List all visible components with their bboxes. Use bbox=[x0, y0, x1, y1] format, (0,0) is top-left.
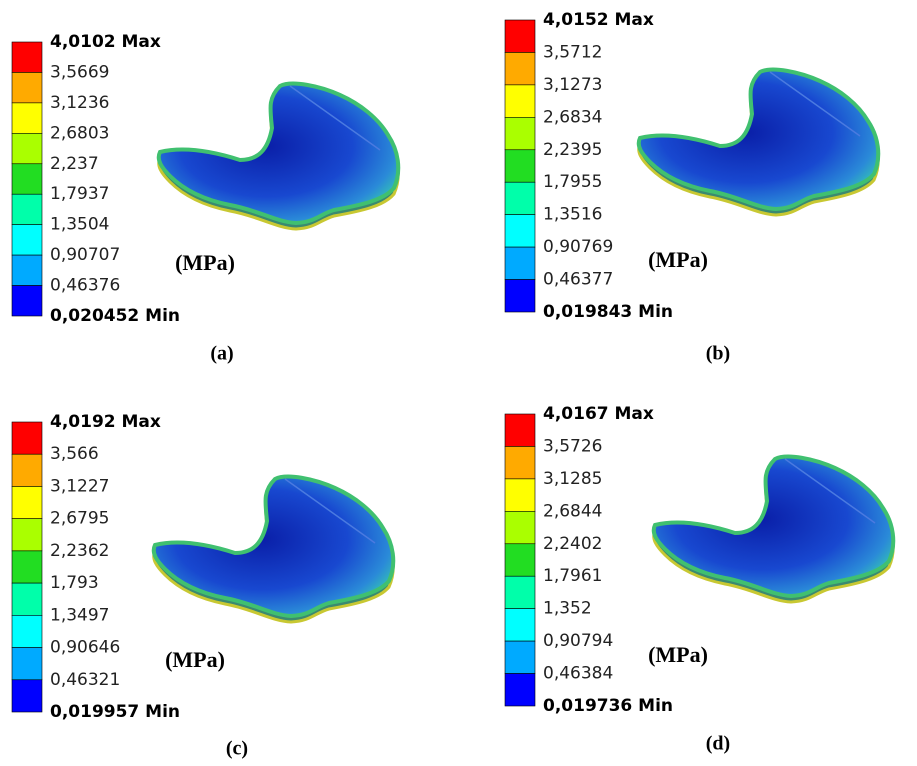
stress-model bbox=[154, 477, 394, 622]
legend-label: 2,6834 bbox=[543, 107, 602, 127]
legend-label: 0,46384 bbox=[543, 664, 613, 684]
legend-label: 0,019843 Min bbox=[543, 302, 673, 322]
panel: 4,0152 Max 3,5712 3,1273 2,6834 2,2395 1,7955… bbox=[505, 10, 878, 365]
legend-band bbox=[505, 85, 535, 117]
legend-band bbox=[12, 680, 42, 712]
legend-label: 0,46376 bbox=[50, 276, 120, 296]
model-body bbox=[639, 70, 879, 209]
legend-band bbox=[12, 194, 42, 224]
legend-band bbox=[505, 511, 535, 543]
legend-label: 0,90794 bbox=[543, 631, 613, 651]
figure: 4,0102 Max 3,5669 3,1236 2,6803 2,237 1,7937 1… bbox=[0, 0, 917, 766]
unit-label: (MPa) bbox=[648, 247, 708, 272]
legend-label: 0,90646 bbox=[50, 638, 120, 658]
legend-label: 1,793 bbox=[50, 573, 99, 593]
legend-label: 1,352 bbox=[543, 599, 592, 619]
legend-band bbox=[12, 454, 42, 486]
legend-band bbox=[505, 674, 535, 706]
legend-label: 1,7961 bbox=[543, 566, 602, 586]
panel: 4,0167 Max 3,5726 3,1285 2,6844 2,2402 1,7961… bbox=[505, 404, 893, 755]
legend-band bbox=[12, 648, 42, 680]
legend-band bbox=[505, 182, 535, 214]
legend-band bbox=[12, 255, 42, 285]
legend-band bbox=[505, 544, 535, 576]
legend-label: 1,7955 bbox=[543, 172, 602, 192]
legend-label: 3,1227 bbox=[50, 476, 109, 496]
legend-band bbox=[12, 133, 42, 163]
caption: (a) bbox=[210, 343, 233, 365]
caption: (b) bbox=[706, 343, 730, 365]
legend-band bbox=[505, 117, 535, 149]
unit-label: (MPa) bbox=[165, 647, 225, 672]
legend-label: 3,1273 bbox=[543, 75, 602, 95]
legend-label: 2,6844 bbox=[543, 501, 602, 521]
legend-label: 3,5726 bbox=[543, 436, 602, 456]
legend-band bbox=[505, 247, 535, 279]
legend-label: 1,3497 bbox=[50, 605, 109, 625]
panel: 4,0192 Max 3,566 3,1227 2,6795 2,2362 1,793 1,… bbox=[12, 412, 393, 760]
legend-label: 0,46377 bbox=[543, 270, 613, 290]
legend-label: 2,2402 bbox=[543, 534, 602, 554]
legend-band bbox=[12, 72, 42, 102]
caption: (d) bbox=[706, 733, 730, 755]
unit-label: (MPa) bbox=[648, 642, 708, 667]
legend-band bbox=[12, 225, 42, 255]
legend-band bbox=[505, 576, 535, 608]
legend-band bbox=[505, 641, 535, 673]
panel: 4,0102 Max 3,5669 3,1236 2,6803 2,237 1,7937 1… bbox=[12, 32, 398, 365]
legend-band bbox=[505, 280, 535, 312]
legend-label: 0,020452 Min bbox=[50, 306, 180, 326]
legend-label: 0,019736 Min bbox=[543, 696, 673, 716]
legend-label: 2,6795 bbox=[50, 509, 109, 529]
legend-label: 4,0152 Max bbox=[543, 10, 654, 30]
legend-band bbox=[12, 551, 42, 583]
legend-label: 0,90707 bbox=[50, 245, 120, 265]
legend-band bbox=[12, 42, 42, 72]
legend-band bbox=[12, 286, 42, 316]
legend-band bbox=[505, 479, 535, 511]
legend-band bbox=[12, 486, 42, 518]
legend-label: 2,237 bbox=[50, 154, 99, 174]
stress-model bbox=[639, 70, 879, 215]
legend-label: 2,2395 bbox=[543, 140, 602, 160]
legend-band bbox=[505, 150, 535, 182]
legend-label: 3,5669 bbox=[50, 62, 109, 82]
model-body bbox=[154, 477, 394, 616]
legend-band bbox=[505, 414, 535, 446]
model-body bbox=[159, 84, 399, 223]
stress-model bbox=[159, 84, 399, 229]
legend-band bbox=[505, 609, 535, 641]
legend-label: 0,46321 bbox=[50, 670, 120, 690]
legend-band bbox=[12, 519, 42, 551]
legend-band bbox=[505, 446, 535, 478]
legend-label: 1,7937 bbox=[50, 184, 109, 204]
legend-band bbox=[12, 164, 42, 194]
legend-band bbox=[12, 103, 42, 133]
legend-label: 3,5712 bbox=[543, 42, 602, 62]
legend-label: 3,1285 bbox=[543, 469, 602, 489]
legend-label: 2,6803 bbox=[50, 123, 109, 143]
legend-label: 4,0192 Max bbox=[50, 412, 161, 432]
legend-band bbox=[12, 422, 42, 454]
legend-label: 1,3504 bbox=[50, 215, 109, 235]
legend-band bbox=[12, 615, 42, 647]
legend-label: 3,566 bbox=[50, 444, 99, 464]
legend-band bbox=[12, 583, 42, 615]
legend-label: 2,2362 bbox=[50, 541, 109, 561]
stress-model bbox=[654, 457, 894, 602]
legend-label: 0,90769 bbox=[543, 237, 613, 257]
legend-label: 1,3516 bbox=[543, 205, 602, 225]
legend-label: 4,0167 Max bbox=[543, 404, 654, 424]
legend-label: 4,0102 Max bbox=[50, 32, 161, 52]
legend-label: 3,1236 bbox=[50, 93, 109, 113]
legend-band bbox=[505, 52, 535, 84]
model-body bbox=[654, 457, 894, 596]
legend-band bbox=[505, 215, 535, 247]
caption: (c) bbox=[226, 738, 248, 760]
legend-label: 0,019957 Min bbox=[50, 702, 180, 722]
legend-band bbox=[505, 20, 535, 52]
unit-label: (MPa) bbox=[175, 250, 235, 275]
